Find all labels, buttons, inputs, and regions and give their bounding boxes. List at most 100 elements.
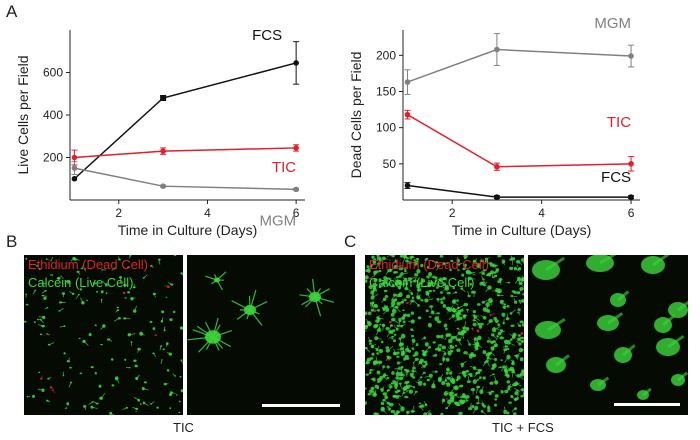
cell-process (108, 339, 113, 342)
cell-process (41, 290, 46, 294)
cell (428, 373, 433, 378)
cell-process (395, 295, 400, 298)
cell-process (446, 403, 451, 409)
cell-process (490, 313, 495, 316)
y-tick-label: 150 (376, 84, 396, 98)
cell-process (116, 378, 120, 384)
cell-process (464, 321, 467, 329)
cell-process (389, 325, 392, 330)
cell-process (366, 323, 370, 327)
cell (408, 262, 412, 265)
cell-process (48, 342, 55, 345)
cell (494, 274, 498, 278)
cell-process (58, 275, 63, 279)
cell (446, 382, 451, 387)
cell (494, 403, 497, 407)
cell-process (395, 265, 403, 268)
cell (446, 357, 450, 362)
cell (496, 335, 499, 338)
cell (390, 409, 396, 414)
cell-process (50, 257, 54, 262)
cell-process (516, 322, 520, 326)
cell (166, 369, 170, 372)
cell-process (491, 380, 497, 384)
cell-process (487, 336, 493, 343)
cell-process (522, 259, 524, 266)
cell (465, 395, 470, 399)
cell (96, 290, 98, 293)
cell (404, 381, 409, 385)
cell-process (421, 337, 425, 341)
series-label-fcs: FCS (252, 27, 282, 44)
cell-process (457, 256, 459, 261)
cell (369, 265, 373, 269)
cell-process (122, 407, 127, 410)
x-tick-label: 2 (115, 206, 122, 220)
cell (390, 301, 396, 306)
cell (493, 316, 497, 321)
cell-process (511, 371, 514, 378)
cell (24, 320, 27, 323)
cell (500, 359, 503, 361)
cell (400, 342, 404, 346)
cell-process (597, 376, 610, 387)
cell-process (489, 358, 496, 360)
series-label-mgm: MGM (594, 15, 631, 32)
cell-process (133, 396, 139, 401)
cell (100, 298, 103, 301)
cell-process (393, 348, 397, 354)
cell-process (457, 328, 461, 331)
cell (425, 291, 430, 296)
cell (520, 331, 524, 335)
cell (430, 310, 435, 315)
cell (455, 312, 460, 316)
cell (424, 342, 429, 347)
cell (392, 329, 396, 332)
cell (387, 358, 391, 361)
cell (162, 348, 165, 351)
cell-process (514, 278, 520, 284)
cell-process (401, 368, 403, 375)
cell (443, 323, 448, 328)
cell-process (485, 287, 490, 293)
cell (411, 338, 416, 343)
y-tick-label: 400 (43, 108, 63, 122)
cell (423, 360, 428, 364)
cell-process (510, 359, 514, 362)
cell (32, 394, 35, 398)
cell-process (511, 408, 516, 412)
cell (471, 290, 475, 294)
data-point (293, 145, 299, 151)
cell-process (375, 263, 380, 269)
cell (34, 321, 36, 323)
cell-process (137, 348, 140, 353)
cell-process (381, 306, 384, 309)
cell (398, 382, 402, 385)
cell (501, 312, 506, 317)
cell (161, 310, 165, 314)
cell-process (424, 375, 431, 378)
panel-label-b: B (6, 232, 18, 251)
cell (214, 277, 220, 283)
cell (371, 255, 375, 259)
cell (366, 265, 370, 269)
cell-process (457, 339, 462, 346)
cell (464, 263, 467, 267)
cell-process (510, 334, 515, 341)
cell-process (387, 255, 394, 257)
cell (482, 350, 487, 355)
cell (506, 380, 511, 384)
cell-process (370, 305, 377, 308)
cell (426, 275, 430, 279)
cell-process (408, 280, 412, 283)
cell-process (481, 401, 485, 407)
cell (127, 291, 131, 294)
cell (487, 272, 492, 276)
cell-process (88, 402, 93, 405)
cell (454, 344, 458, 347)
cell (372, 360, 377, 366)
cell (365, 373, 369, 376)
cell-process (367, 336, 371, 342)
cell (368, 389, 374, 394)
cell (41, 282, 44, 285)
